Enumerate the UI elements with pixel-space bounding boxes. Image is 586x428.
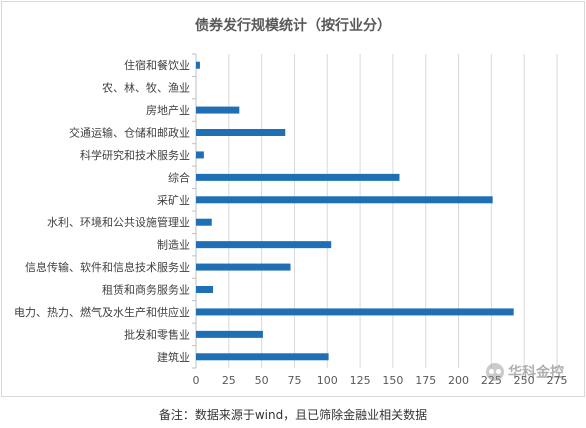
- x-tick-label: 25: [222, 374, 236, 387]
- bar: [196, 218, 212, 226]
- bar: [196, 196, 493, 204]
- bar: [196, 129, 286, 136]
- x-tick-label: 225: [481, 374, 502, 387]
- x-tick-label: 50: [255, 374, 269, 387]
- bar: [196, 61, 200, 69]
- watermark-text: 华科金控: [508, 365, 564, 381]
- category-label: 房地产业: [146, 103, 190, 117]
- category-label: 信息传输、软件和信息技术服务业: [25, 260, 190, 274]
- watermark-logo: 华科金控: [486, 360, 586, 384]
- bar: [196, 263, 291, 271]
- x-tick-label: 125: [350, 374, 371, 387]
- category-label: 水利、环境和公共设施管理业: [47, 215, 190, 229]
- category-label: 科学研究和技术服务业: [80, 148, 190, 162]
- category-label: 综合: [168, 170, 190, 184]
- category-label: 农、林、牧、渔业: [102, 81, 190, 95]
- x-tick-label: 275: [547, 374, 568, 387]
- wechat-icon: [486, 363, 504, 381]
- chart-title: 债券发行规模统计（按行业分）: [195, 18, 391, 34]
- bar: [196, 173, 400, 181]
- bar: [196, 106, 240, 114]
- x-tick-label: 150: [382, 374, 403, 387]
- x-tick-label: 200: [448, 374, 469, 387]
- x-tick-label: 0: [193, 374, 200, 387]
- bar: [196, 330, 263, 338]
- bar: [196, 286, 214, 293]
- category-label: 交通运输、仓储和邮政业: [69, 126, 190, 140]
- bar: [196, 308, 514, 316]
- footnote: 备注：数据来源于wind，且已筛除金融业相关数据: [158, 408, 428, 422]
- bar: [196, 353, 329, 361]
- bar: [196, 151, 204, 159]
- x-tick-label: 175: [415, 374, 436, 387]
- category-label: 电力、热力、燃气及水生产和供应业: [14, 305, 190, 319]
- category-label: 住宿和餐饮业: [124, 58, 190, 72]
- category-label: 制造业: [157, 238, 190, 252]
- bar: [196, 241, 332, 249]
- category-label: 批发和零售业: [124, 327, 190, 341]
- x-tick-label: 75: [287, 374, 301, 387]
- x-tick-label: 250: [514, 374, 535, 387]
- x-tick-label: 100: [317, 374, 338, 387]
- category-label: 采矿业: [157, 194, 190, 207]
- category-label: 建筑业: [157, 350, 190, 364]
- category-label: 租赁和商务服务业: [102, 283, 190, 297]
